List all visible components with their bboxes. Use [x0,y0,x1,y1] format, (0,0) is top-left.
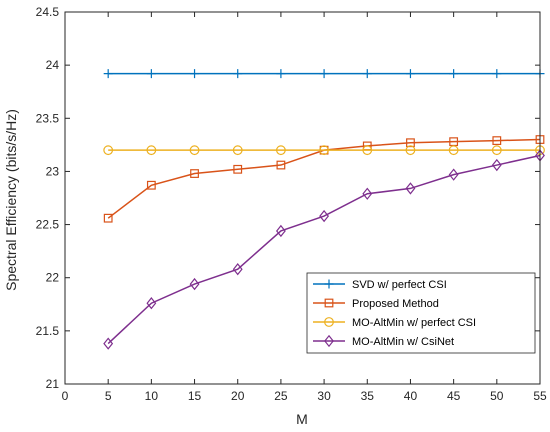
data-point [491,158,502,172]
data-point [448,145,459,156]
x-tick-label: 10 [145,389,159,403]
x-axis-label: M [296,411,308,427]
legend-entry: Proposed Method [313,298,439,310]
legend-label: Proposed Method [352,298,439,310]
data-point [189,277,200,291]
data-point [233,164,243,174]
x-tick-label: 0 [62,389,69,403]
legend-box [306,272,536,354]
y-tick-label: 22 [46,271,60,285]
y-tick-label: 24 [46,58,60,72]
y-tick-label: 21 [46,377,60,391]
data-point [146,69,156,79]
data-point [405,69,415,79]
data-point [275,224,286,238]
legend-entry: MO-AltMin w/ perfect CSI [313,317,476,329]
data-point [319,145,329,156]
y-tick-label: 23 [46,164,60,178]
y-tick-label: 21.5 [36,324,60,338]
x-tick-label: 55 [533,389,547,403]
axes-layer: 0 5 10 15 20 25 30 35 40 45 50 55 21 21.5 22 22.5 23 23.5… [36,5,547,403]
data-point [491,145,502,156]
plot-frame [64,11,541,385]
series-1 [103,69,545,79]
data-point [276,160,286,170]
legend-marker [324,279,334,289]
data-point [276,145,286,156]
data-point [190,169,199,178]
series-4 [103,149,545,350]
data-point [362,69,372,79]
x-tick-label: 40 [404,389,418,403]
x-tick-label: 5 [105,389,112,403]
legend-entry: MO-AltMin w/ CsiNet [313,334,454,348]
legend-label: SVD w/ perfect CSI [352,279,447,291]
y-tick-label: 23.5 [36,111,60,125]
legend-entry: SVD w/ perfect CSI [313,279,447,291]
data-point [405,182,416,195]
legend-marker [324,317,334,327]
y-tick-label: 22.5 [36,218,60,232]
data-point [319,69,329,79]
data-point [405,145,416,156]
data-point [103,69,113,79]
x-tick-label: 50 [490,389,504,403]
data-point [492,136,502,146]
data-point [146,180,156,190]
data-point [189,145,200,156]
legend: SVD w/ perfect CSI Proposed Method MO-AltM… [306,272,536,354]
x-tick-label: 15 [188,389,202,403]
x-tick-label: 20 [231,389,245,403]
legend-label: MO-AltMin w/ perfect CSI [352,317,476,329]
x-tick-label: 45 [447,389,461,403]
x-tick-label: 25 [274,389,288,403]
y-axis-label: Spectral Efficiency (bits/s/Hz) [3,109,19,291]
y-tick-label: 24.5 [36,5,60,19]
data-point [362,145,373,156]
legend-label: MO-AltMin w/ CsiNet [352,336,454,348]
data-point [406,138,415,148]
data-point [449,69,459,79]
data-point [103,213,113,223]
x-tick-label: 30 [317,389,331,403]
data-point [146,145,157,156]
data-point [492,69,502,79]
data-point [190,69,200,79]
data-point [146,297,157,310]
data-point [232,263,243,276]
data-point [362,187,373,200]
x-tick-label: 35 [361,389,375,403]
data-point [232,145,243,156]
data-point [448,168,459,181]
legend-marker [324,298,334,308]
data-point [103,337,114,350]
data-point [276,69,286,79]
data-point [233,69,243,79]
data-point [103,145,114,156]
data-point [319,209,330,223]
legend-marker [324,334,334,348]
series-line [107,154,541,345]
series-layer [103,69,545,350]
